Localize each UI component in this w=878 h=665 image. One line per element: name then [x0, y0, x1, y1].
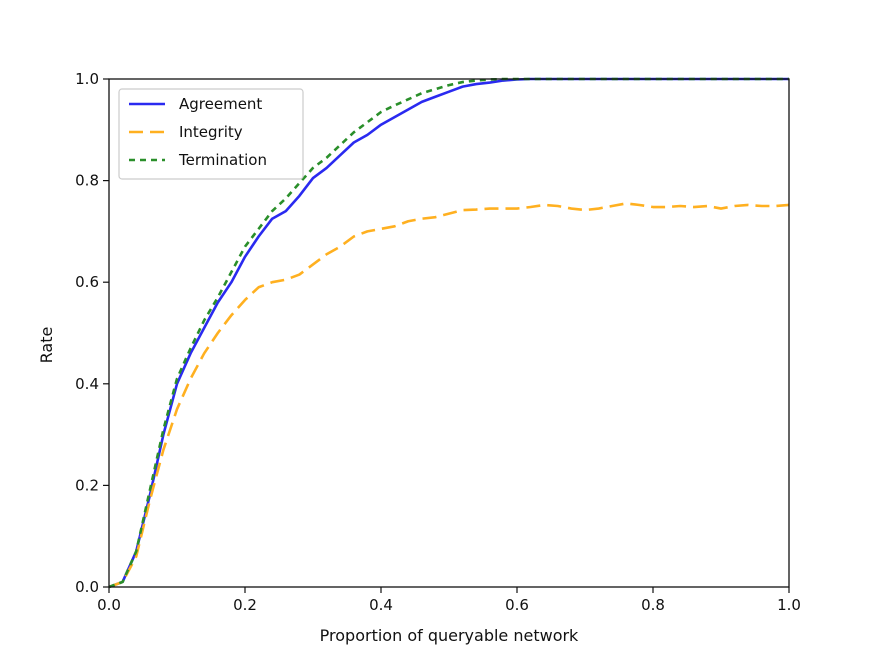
- legend-box: [118, 88, 304, 180]
- x-tick-label: 0.6: [505, 596, 529, 614]
- x-tick-label: 0.0: [97, 596, 121, 614]
- y-tick-label: 0.4: [75, 375, 99, 393]
- y-tick-label: 0.2: [75, 476, 99, 494]
- x-axis-label: Proportion of queryable network: [320, 626, 579, 645]
- legend-label-agreement: Agreement: [179, 95, 262, 113]
- x-tick-label: 0.4: [369, 596, 393, 614]
- legend: Agreement Integrity Termination: [118, 88, 304, 180]
- x-tick-label: 0.2: [233, 596, 257, 614]
- x-tick-label: 1.0: [777, 596, 801, 614]
- y-tick-label: 0.0: [75, 578, 99, 596]
- x-tick-label: 0.8: [641, 596, 665, 614]
- series-line-integrity: [108, 202, 790, 589]
- y-tick-label: 0.6: [75, 273, 99, 291]
- plot-frame: [108, 78, 790, 588]
- legend-label-termination: Termination: [178, 151, 267, 169]
- y-tick-label: 0.8: [75, 172, 99, 190]
- y-axis-label: Rate: [37, 327, 56, 364]
- axes-layer: 0.0 0.2 0.4 0.6 0.8 1.0 0.0 0.2 0.4 0.6 0.8 1.0: [75, 70, 801, 614]
- y-tick-label: 1.0: [75, 70, 99, 88]
- legend-label-integrity: Integrity: [179, 123, 243, 141]
